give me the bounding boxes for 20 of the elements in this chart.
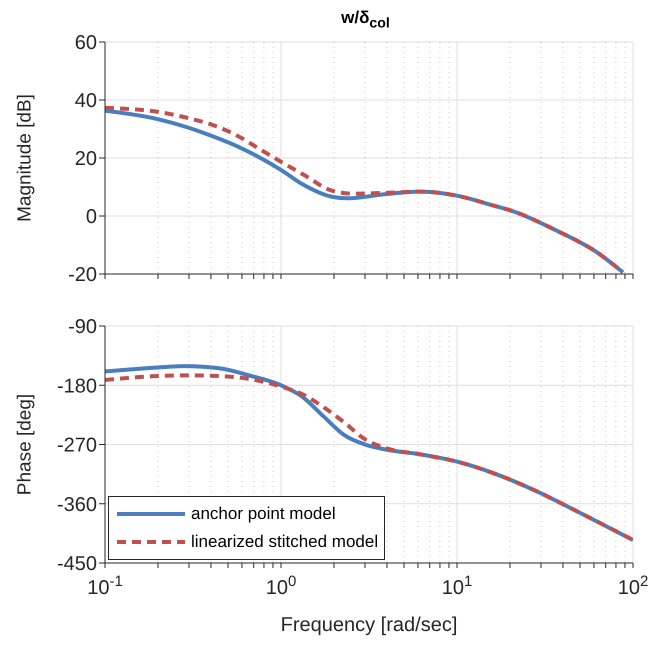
y-tick-label: -20 [68,264,97,286]
chart-title: w/δ$_{col}$ [340,8,391,34]
y-tick-label: 60 [74,32,97,54]
y-tick-label: 0 [86,206,97,228]
x-tick-label: 10$^{0}$ [266,572,296,599]
legend-label: anchor point model [191,503,336,525]
y-tick-label: -180 [56,375,97,398]
y-axis-title: Magnitude [dB] [14,94,36,222]
y-axis-title: Phase [deg] [14,394,36,496]
x-tick-label: 10$^{2}$ [618,572,648,599]
legend-label: linearized stitched model [191,531,378,553]
y-tick-label: -360 [56,494,97,516]
y-tick-label: -450 [56,553,97,576]
x-tick-label: 10$^{1}$ [442,572,472,599]
y-tick-label: 40 [74,90,97,112]
y-tick-label: 20 [74,148,97,170]
x-tick-label: 10$^{-1}$ [87,572,123,599]
y-tick-label: -270 [56,434,97,457]
y-tick-label: -90 [68,316,97,338]
x-axis-title: Frequency [rad/sec] [280,614,458,636]
